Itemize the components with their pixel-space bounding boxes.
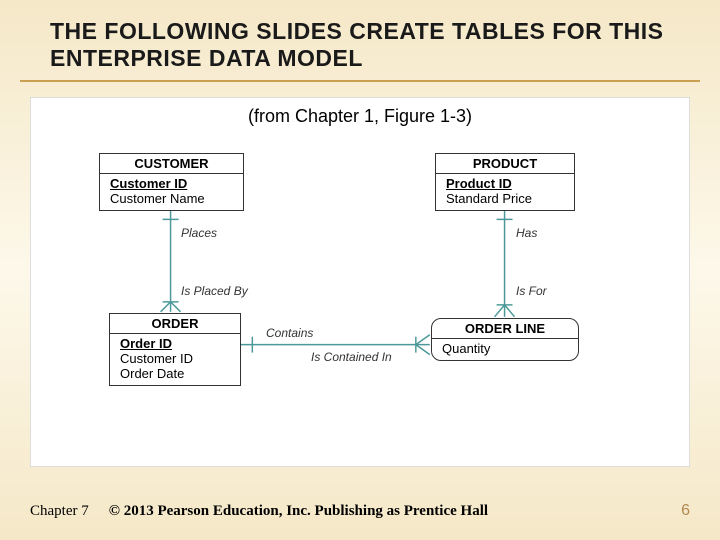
copyright: © 2013 Pearson Education, Inc. Publishin… <box>109 503 488 520</box>
entity-name: ORDER LINE <box>432 319 578 339</box>
attr: Standard Price <box>446 191 564 206</box>
page-number: 6 <box>681 502 690 520</box>
attr: Customer ID <box>120 351 230 366</box>
entity-customer: CUSTOMER Customer ID Customer Name <box>99 153 244 211</box>
rel-places: Places <box>181 226 217 240</box>
title-area: THE FOLLOWING SLIDES CREATE TABLES FOR T… <box>20 0 700 82</box>
slide-title: THE FOLLOWING SLIDES CREATE TABLES FOR T… <box>50 18 670 72</box>
key-attr: Order ID <box>120 336 230 351</box>
entity-orderline: ORDER LINE Quantity <box>431 318 579 361</box>
attr: Customer Name <box>110 191 233 206</box>
entity-name: CUSTOMER <box>100 154 243 174</box>
entity-attrs: Product ID Standard Price <box>436 174 574 210</box>
entity-order: ORDER Order ID Customer ID Order Date <box>109 313 241 386</box>
rel-isplacedby: Is Placed By <box>181 284 248 298</box>
rel-iscontainedin: Is Contained In <box>311 350 392 364</box>
entity-attrs: Order ID Customer ID Order Date <box>110 334 240 385</box>
rel-isfor: Is For <box>516 284 547 298</box>
rel-has: Has <box>516 226 537 240</box>
footer: Chapter 7 © 2013 Pearson Education, Inc.… <box>30 502 690 520</box>
entity-product: PRODUCT Product ID Standard Price <box>435 153 575 211</box>
rel-contains: Contains <box>266 326 313 340</box>
diagram-caption: (from Chapter 1, Figure 1-3) <box>31 98 689 127</box>
entity-attrs: Customer ID Customer Name <box>100 174 243 210</box>
key-attr: Customer ID <box>110 176 233 191</box>
entity-name: ORDER <box>110 314 240 334</box>
entity-attrs: Quantity <box>432 339 578 360</box>
diagram-frame: (from Chapter 1, Figure 1-3) <box>30 97 690 467</box>
entity-name: PRODUCT <box>436 154 574 174</box>
key-attr: Product ID <box>446 176 564 191</box>
chapter-label: Chapter 7 <box>30 503 89 520</box>
attr: Quantity <box>442 341 568 356</box>
attr: Order Date <box>120 366 230 381</box>
